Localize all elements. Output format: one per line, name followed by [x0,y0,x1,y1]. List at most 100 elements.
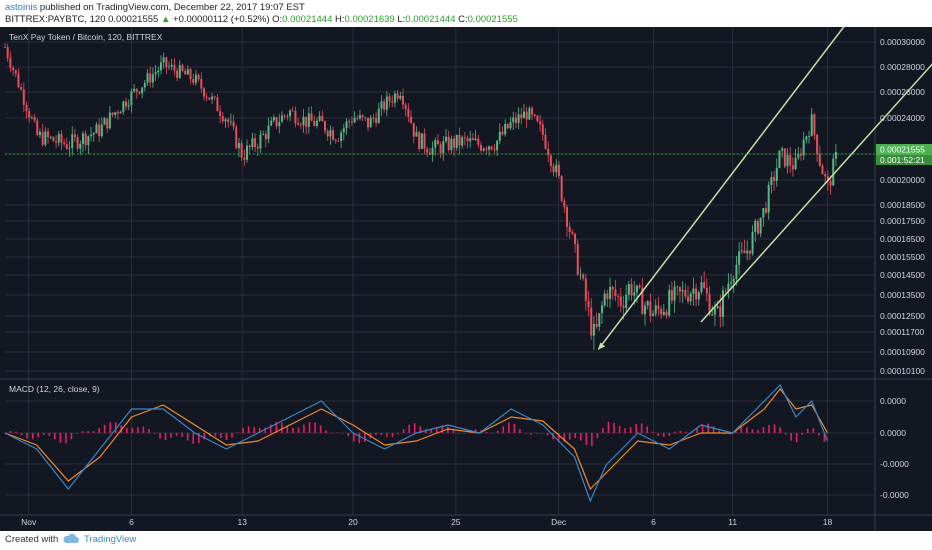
candle-body [186,69,189,75]
candle-body [358,115,361,119]
candle-body [9,58,12,68]
candle-body [474,138,477,140]
price-axis-label: 0.00030000 [880,37,925,47]
candle-body [143,82,146,88]
price-axis-label: 0.00026000 [880,87,925,97]
macd-histogram-bar [768,424,770,433]
macd-histogram-bar [203,433,206,440]
macd-histogram-bar [640,423,643,433]
macd-histogram-bar [823,433,826,442]
macd-histogram-bar [341,432,344,434]
macd-histogram-bar [762,427,765,433]
macd-histogram-bar [308,422,311,433]
macd-histogram-bar [751,429,754,433]
candle-body [756,220,759,234]
price-axis-label: 0.00017500 [880,216,925,226]
time-axis-label: 11 [728,517,737,527]
candle-body [125,101,128,107]
candle-body [654,305,657,314]
candle-body [703,282,706,288]
candle-body [396,93,399,99]
candle-body [498,131,501,141]
candle-body [57,133,60,143]
candle-body [466,138,469,142]
candle-body [730,282,733,284]
macd-histogram-bar [618,425,621,433]
candle-body [151,74,154,83]
candle-body [563,200,566,208]
macd-histogram-bar [131,427,134,433]
macd-histogram-bar [596,433,599,439]
candle-body [391,101,394,103]
macd-histogram-bar [602,428,604,433]
candle-body [791,165,794,170]
candle-body [90,134,93,137]
candle-body [248,145,251,148]
candle-body [157,70,160,73]
price-axis-label: 0.00018500 [880,200,925,210]
price-chart-svg[interactable]: TenX Pay Token / Bitcoin, 120, BITTREX 0.… [0,27,932,531]
candle-body [154,72,157,75]
candle-body [262,133,265,135]
macd-histogram-bar [574,433,577,439]
author-link[interactable]: astoinis [5,2,38,13]
candle-body [68,147,71,149]
candle-body [388,96,391,102]
macd-histogram-bar [624,428,626,433]
macd-histogram-bar [635,423,637,433]
candle-body [622,305,625,309]
candle-body [687,296,690,302]
candle-body [84,133,87,146]
macd-histogram-bar [657,433,660,436]
macd-histogram-bar [629,427,632,433]
candle-body [350,121,353,123]
candle-body [159,62,162,71]
created-with-text: Created with [5,534,59,545]
macd-histogram-bar [546,433,549,436]
macd-histogram-bar [364,433,366,442]
macd-histogram-bar [773,424,776,433]
candle-body [442,141,445,154]
macd-histogram-bar [92,431,95,433]
candle-body [818,153,821,166]
macd-histogram-bar [701,424,704,433]
candle-body [321,115,324,122]
candle-body [501,131,504,135]
chart-area[interactable]: TenX Pay Token / Bitcoin, 120, BITTREX 0.… [0,27,932,531]
candle-body [603,293,606,306]
candle-body [689,293,692,302]
macd-histogram-bar [31,433,34,440]
candle-body [219,111,222,117]
candle-body [778,150,781,168]
macd-histogram-bar [413,423,416,433]
candle-body [453,138,456,148]
candle-body [404,104,407,109]
candle-body [590,307,593,336]
candle-body [36,120,39,136]
candle-body [162,57,165,63]
macd-histogram-bar [214,433,217,436]
candle-body [108,112,111,129]
trend-channel-line[interactable] [597,27,851,350]
candle-body [130,91,133,106]
candle-body [609,286,612,299]
candle-body [393,93,396,103]
macd-histogram-bar [757,429,759,433]
candle-body [14,70,17,74]
candle-body [705,287,708,294]
candle-body [520,114,523,119]
tradingview-cloud-icon [63,533,79,543]
macd-histogram-bar [253,426,255,433]
up-arrow-icon: ▲ [160,14,171,25]
macd-line [4,383,829,503]
candle-body [278,122,281,127]
price-axis-label: 0.00010100 [880,366,925,376]
candle-body [461,137,464,146]
candle-body [95,124,98,134]
candle-body [181,65,184,71]
macd-histogram-bar [818,433,820,436]
candle-body [783,148,786,167]
tradingview-brand[interactable]: TradingView [84,534,137,545]
macd-histogram-bar [330,432,333,434]
candle-body [598,313,601,327]
